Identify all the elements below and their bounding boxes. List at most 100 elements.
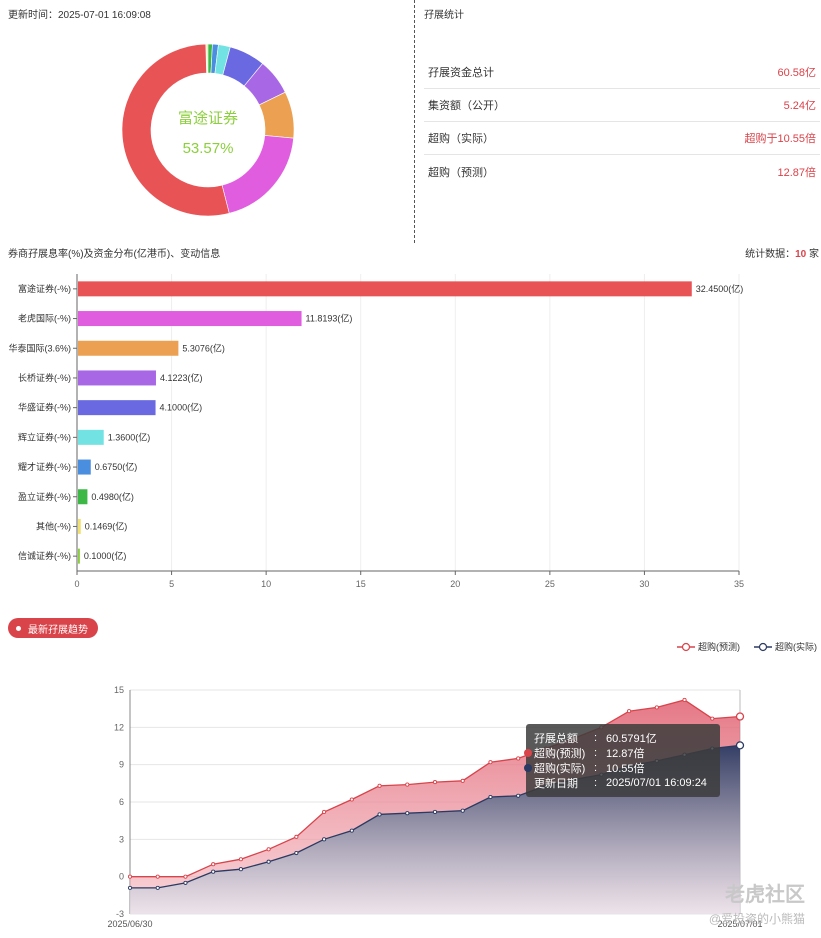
update-time: 更新时间：2025-07-01 16:09:08 xyxy=(8,10,151,21)
stat-row-raise: 集资额（公开） 5.24亿 xyxy=(424,89,820,122)
data-point xyxy=(183,880,188,885)
x-tick-label: 25 xyxy=(545,579,555,589)
legend-item-actual[interactable]: 超购(实际) xyxy=(754,640,817,653)
bar xyxy=(78,518,81,534)
x-tick-label: 15 xyxy=(356,579,366,589)
x-tick-label: 2025/07/01 xyxy=(717,919,762,929)
bar-value-label: 1.3600(亿) xyxy=(108,431,151,442)
data-point xyxy=(432,809,438,815)
bar-value-label: 5.3076(亿) xyxy=(182,342,225,353)
bar-category-label: 耀才证券(-%) xyxy=(18,461,71,472)
donut-center-pct: 53.57% xyxy=(183,140,234,157)
trend-area-chart: -3 0 3 6 9 12 15 2025/06/30 2025/07/01 xyxy=(107,685,762,929)
bar-value-label: 32.4500(亿) xyxy=(696,283,744,294)
stat-value: 60.58亿 xyxy=(777,67,816,79)
data-point xyxy=(266,859,271,864)
donut-center-name: 富途证券 xyxy=(178,109,238,127)
tooltip-row: 超购(实际):10.55倍 xyxy=(524,760,712,775)
data-point xyxy=(349,797,354,802)
trend-legend: 超购(预测) 超购(实际) xyxy=(677,640,817,653)
legend-line-circle-icon xyxy=(754,642,772,651)
data-point xyxy=(516,793,521,798)
broker-section-title: 券商孖展息率(%)及资金分布(亿港币)、变动信息 xyxy=(8,249,221,260)
bar-category-label: 其他(-%) xyxy=(36,520,71,531)
x-tick-label: 20 xyxy=(450,579,460,589)
bar xyxy=(78,281,692,297)
bar-value-label: 11.8193(亿) xyxy=(306,313,353,324)
bar-value-label: 0.4980(亿) xyxy=(91,491,134,502)
donut-chart: 富途证券 53.57% xyxy=(121,43,295,217)
data-point xyxy=(127,885,133,890)
y-tick-label: 9 xyxy=(119,760,124,770)
trend-badge[interactable]: 最新孖展趋势 xyxy=(8,618,98,638)
bar-category-label: 长桥证券(-%) xyxy=(18,372,71,383)
bar-value-label: 0.6750(亿) xyxy=(95,461,138,472)
x-tick-label: 30 xyxy=(639,579,649,589)
section-divider xyxy=(414,0,415,243)
tooltip-row: 孖展总额:60.5791亿 xyxy=(534,731,657,745)
watermark-brand: 老虎社区 xyxy=(725,884,805,906)
y-tick-label: 0 xyxy=(119,872,124,882)
data-point xyxy=(682,697,687,703)
x-tick-label: 0 xyxy=(74,579,79,589)
x-tick-label: 35 xyxy=(734,579,744,589)
y-tick-label: 3 xyxy=(119,834,124,844)
chart-tooltip: 孖展总额:60.5791亿 超购(预测):12.87倍 超购(实际):10.55… xyxy=(524,724,720,797)
bar-category-label: 富途证券(-%) xyxy=(18,283,71,294)
data-point xyxy=(432,780,438,785)
data-point xyxy=(238,867,243,872)
bar-category-label: 华泰国际(3.6%) xyxy=(8,342,71,353)
bar xyxy=(78,489,88,505)
donut-slice xyxy=(121,43,230,217)
y-tick-label: 12 xyxy=(114,722,124,732)
data-point xyxy=(322,809,327,815)
stat-label: 超购（实际） xyxy=(428,133,494,145)
stat-label: 超购（预测） xyxy=(428,166,494,179)
bar-value-label: 0.1000(亿) xyxy=(84,550,127,561)
stat-label: 集资额（公开） xyxy=(428,100,505,112)
data-point xyxy=(627,709,632,714)
stat-row-actual: 超购（实际） 超购于10.55倍 xyxy=(424,122,820,155)
data-point xyxy=(488,794,493,800)
data-point xyxy=(735,741,745,750)
x-tick-label: 10 xyxy=(261,579,271,589)
data-point xyxy=(488,760,493,765)
badge-dot-icon xyxy=(16,625,21,631)
data-point xyxy=(405,811,410,816)
data-point xyxy=(211,869,216,874)
y-tick-label: 15 xyxy=(114,685,124,695)
legend-item-predicted[interactable]: 超购(预测) xyxy=(677,640,740,653)
data-point xyxy=(266,847,271,852)
x-tick-label: 2025/06/30 xyxy=(107,919,152,929)
stat-value: 12.87倍 xyxy=(777,166,816,179)
stat-row-predicted: 超购（预测） 12.87倍 xyxy=(424,155,820,188)
x-tick-label: 5 xyxy=(169,579,174,589)
bar xyxy=(78,311,302,327)
tooltip-row: 更新日期:2025/07/01 16:09:24 xyxy=(534,776,707,790)
bar xyxy=(78,400,156,416)
data-point xyxy=(211,862,216,867)
bar-category-label: 华盛证券(-%) xyxy=(18,402,71,413)
stat-label: 孖展资金总计 xyxy=(428,67,494,79)
bar-category-label: 辉立证券(-%) xyxy=(18,431,71,442)
tooltip-row: 超购(预测):12.87倍 xyxy=(524,745,712,760)
bar-value-label: 4.1223(亿) xyxy=(160,372,203,383)
broker-bar-chart: 0 5 10 15 20 25 30 35 富途证券(-%) 32.4500(亿) 老虎国际(-%… xyxy=(8,274,744,589)
y-tick-label: -3 xyxy=(116,909,124,919)
series-marker-icon xyxy=(524,748,532,757)
stat-value: 5.24亿 xyxy=(783,100,816,112)
bar xyxy=(78,548,80,564)
stats-title: 孖展统计 xyxy=(424,10,464,21)
bar-value-label: 0.1469(亿) xyxy=(85,520,128,531)
data-point xyxy=(322,837,327,842)
bar xyxy=(78,340,179,356)
data-point xyxy=(654,705,659,710)
bar-category-label: 信诚证券(-%) xyxy=(18,550,71,561)
data-point xyxy=(735,712,745,721)
data-point xyxy=(377,783,382,788)
bar-category-label: 老虎国际(-%) xyxy=(18,313,71,324)
bar xyxy=(78,370,156,386)
data-point xyxy=(155,874,160,879)
data-point xyxy=(377,812,382,817)
data-point xyxy=(460,808,465,813)
